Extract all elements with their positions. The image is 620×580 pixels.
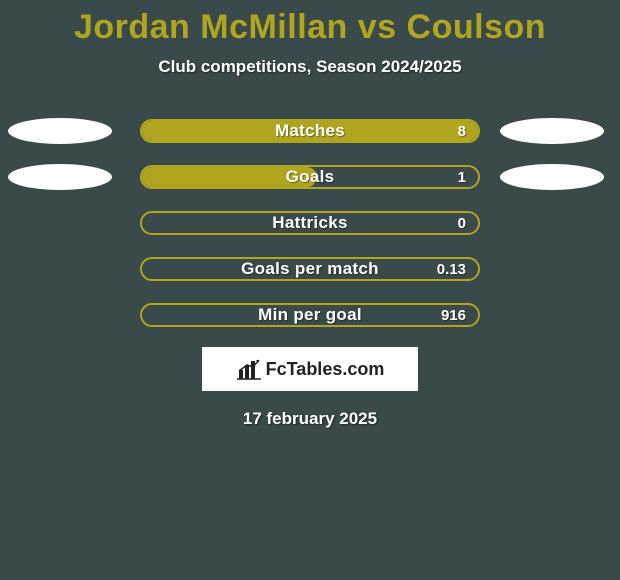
bar-chart-icon bbox=[236, 358, 262, 380]
stat-value: 0 bbox=[458, 213, 466, 233]
left-pill bbox=[8, 164, 112, 190]
left-pill bbox=[8, 118, 112, 144]
stat-label: Goals bbox=[142, 167, 478, 187]
stat-value: 8 bbox=[458, 121, 466, 141]
page-title: Jordan McMillan vs Coulson bbox=[0, 0, 620, 47]
brand-badge: FcTables.com bbox=[202, 347, 418, 391]
brand-text: FcTables.com bbox=[266, 359, 385, 380]
stat-label: Goals per match bbox=[142, 259, 478, 279]
stat-row: Hattricks0 bbox=[0, 211, 620, 235]
stat-label: Hattricks bbox=[142, 213, 478, 233]
stat-bar: Hattricks0 bbox=[140, 211, 480, 235]
stat-row: Goals per match0.13 bbox=[0, 257, 620, 281]
stat-rows: Matches8Goals1Hattricks0Goals per match0… bbox=[0, 119, 620, 327]
stat-bar: Min per goal916 bbox=[140, 303, 480, 327]
stat-row: Min per goal916 bbox=[0, 303, 620, 327]
date-text: 17 february 2025 bbox=[0, 409, 620, 429]
comparison-infographic: Jordan McMillan vs Coulson Club competit… bbox=[0, 0, 620, 580]
stat-bar: Goals per match0.13 bbox=[140, 257, 480, 281]
stat-label: Matches bbox=[142, 121, 478, 141]
stat-label: Min per goal bbox=[142, 305, 478, 325]
stat-row: Matches8 bbox=[0, 119, 620, 143]
right-pill bbox=[500, 164, 604, 190]
stat-row: Goals1 bbox=[0, 165, 620, 189]
stat-bar: Matches8 bbox=[140, 119, 480, 143]
stat-bar: Goals1 bbox=[140, 165, 480, 189]
right-pill bbox=[500, 118, 604, 144]
subtitle: Club competitions, Season 2024/2025 bbox=[0, 57, 620, 77]
stat-value: 0.13 bbox=[437, 259, 466, 279]
stat-value: 916 bbox=[441, 305, 466, 325]
stat-value: 1 bbox=[458, 167, 466, 187]
